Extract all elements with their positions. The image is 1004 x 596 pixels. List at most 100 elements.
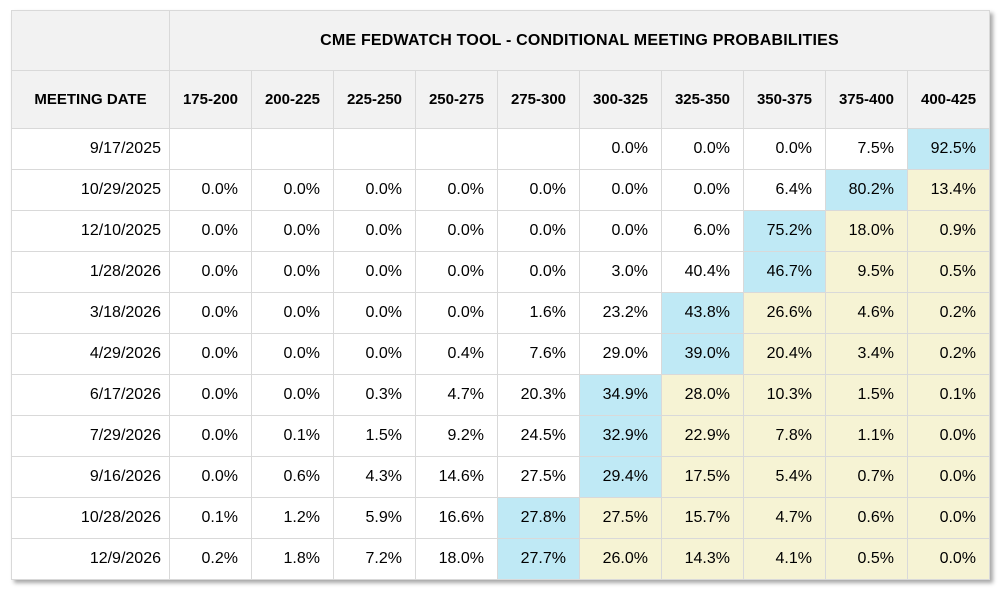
- rate-range-header: 225-250: [333, 70, 416, 129]
- probability-cell: 1.2%: [251, 497, 334, 539]
- probability-cell: 0.0%: [333, 333, 416, 375]
- meeting-date-cell: 7/29/2026: [11, 415, 170, 457]
- meeting-date-cell: 6/17/2026: [11, 374, 170, 416]
- table-row: 10/28/2026 0.1% 1.2% 5.9% 16.6% 27.8% 27.5% 15.…: [11, 497, 991, 539]
- probability-cell: 5.9%: [333, 497, 416, 539]
- table-row: 6/17/2026 0.0% 0.0% 0.3% 4.7% 20.3% 34.9% 28.0%…: [11, 374, 991, 416]
- probability-cell: 7.8%: [743, 415, 826, 457]
- probability-cell: 0.0%: [497, 169, 580, 211]
- probability-cell: 1.5%: [825, 374, 908, 416]
- probability-cell: 18.0%: [415, 538, 498, 580]
- probability-cell: 75.2%: [743, 210, 826, 252]
- rate-range-header: 400-425: [906, 70, 991, 129]
- probability-cell: [497, 128, 580, 170]
- meeting-date-cell: 12/9/2026: [11, 538, 170, 580]
- probability-cell: 0.0%: [333, 292, 416, 334]
- table-row: 1/28/2026 0.0% 0.0% 0.0% 0.0% 0.0% 3.0% 40.4% 46…: [11, 251, 991, 293]
- probability-cell: 39.0%: [661, 333, 744, 375]
- meeting-date-cell: 12/10/2025: [11, 210, 170, 252]
- probability-cell: 0.0%: [906, 497, 991, 539]
- probability-cell: 7.5%: [825, 128, 908, 170]
- probability-cell: 27.5%: [579, 497, 662, 539]
- probability-cell: 0.0%: [251, 333, 334, 375]
- probability-cell: 0.0%: [251, 292, 334, 334]
- probability-cell: 27.8%: [497, 497, 580, 539]
- probability-cell: 17.5%: [661, 456, 744, 498]
- probability-cell: 23.2%: [579, 292, 662, 334]
- probability-cell: [415, 128, 498, 170]
- rate-range-header: 175-200: [169, 70, 252, 129]
- probability-cell: 15.7%: [661, 497, 744, 539]
- probability-cell: 0.3%: [333, 374, 416, 416]
- table-row: 10/29/2025 0.0% 0.0% 0.0% 0.0% 0.0% 0.0% 0.0% 6.…: [11, 169, 991, 211]
- probability-cell: 32.9%: [579, 415, 662, 457]
- probability-cell: 0.1%: [251, 415, 334, 457]
- probability-cell: 26.0%: [579, 538, 662, 580]
- rate-range-header: 250-275: [415, 70, 498, 129]
- meeting-date-cell: 1/28/2026: [11, 251, 170, 293]
- probability-cell: 0.0%: [579, 210, 662, 252]
- probability-cell: 92.5%: [906, 128, 991, 170]
- probability-cell: 0.0%: [661, 169, 744, 211]
- probability-cell: 0.2%: [906, 292, 991, 334]
- probability-cell: 20.3%: [497, 374, 580, 416]
- probability-cell: 4.6%: [825, 292, 908, 334]
- probability-cell: 0.0%: [169, 251, 252, 293]
- probability-cell: 0.0%: [906, 456, 991, 498]
- probability-cell: [333, 128, 416, 170]
- table-title: CME FEDWATCH TOOL - CONDITIONAL MEETING …: [168, 10, 991, 71]
- probability-cell: 0.0%: [169, 374, 252, 416]
- probability-cell: 0.0%: [743, 128, 826, 170]
- probability-cell: 22.9%: [661, 415, 744, 457]
- table-row: 7/29/2026 0.0% 0.1% 1.5% 9.2% 24.5% 32.9% 22.9%…: [11, 415, 991, 457]
- probability-cell: 4.3%: [333, 456, 416, 498]
- probability-cell: 1.8%: [251, 538, 334, 580]
- probability-cell: 28.0%: [661, 374, 744, 416]
- probability-cell: 0.0%: [579, 169, 662, 211]
- rate-range-header: 200-225: [251, 70, 334, 129]
- probability-cell: 0.0%: [497, 210, 580, 252]
- probability-cell: 0.0%: [333, 210, 416, 252]
- meeting-date-cell: 10/29/2025: [11, 169, 170, 211]
- rate-range-header: 325-350: [661, 70, 744, 129]
- probability-cell: 0.1%: [906, 374, 991, 416]
- table-row: 9/17/2025 0.0% 0.0% 0.0% 7.5% 92.5%: [11, 128, 991, 170]
- fedwatch-probability-table: CME FEDWATCH TOOL - CONDITIONAL MEETING …: [11, 10, 991, 580]
- probability-cell: 0.1%: [169, 497, 252, 539]
- probability-cell: 0.0%: [906, 538, 991, 580]
- probability-cell: 0.0%: [169, 210, 252, 252]
- probability-cell: 0.0%: [169, 415, 252, 457]
- probability-cell: 0.6%: [825, 497, 908, 539]
- probability-cell: 29.4%: [579, 456, 662, 498]
- probability-cell: 6.4%: [743, 169, 826, 211]
- probability-cell: 10.3%: [743, 374, 826, 416]
- probability-cell: 6.0%: [661, 210, 744, 252]
- probability-cell: 80.2%: [825, 169, 908, 211]
- probability-cell: 1.6%: [497, 292, 580, 334]
- probability-cell: 9.5%: [825, 251, 908, 293]
- probability-cell: 0.0%: [415, 251, 498, 293]
- meeting-date-header: MEETING DATE: [11, 70, 170, 129]
- probability-cell: 3.4%: [825, 333, 908, 375]
- meeting-date-cell: 9/16/2026: [11, 456, 170, 498]
- probability-cell: [251, 128, 334, 170]
- probability-cell: 0.7%: [825, 456, 908, 498]
- probability-cell: 0.5%: [906, 251, 991, 293]
- probability-cell: 0.0%: [333, 169, 416, 211]
- probability-cell: 0.0%: [251, 169, 334, 211]
- probability-cell: 26.6%: [743, 292, 826, 334]
- probability-cell: 0.0%: [169, 169, 252, 211]
- probability-cell: 0.4%: [415, 333, 498, 375]
- probability-cell: 0.0%: [169, 333, 252, 375]
- probability-cell: 0.0%: [251, 210, 334, 252]
- rate-range-header: 350-375: [743, 70, 826, 129]
- probability-cell: 27.7%: [497, 538, 580, 580]
- rate-range-header: 300-325: [579, 70, 662, 129]
- probability-cell: 0.0%: [333, 251, 416, 293]
- probability-cell: 0.2%: [169, 538, 252, 580]
- probability-cell: 1.1%: [825, 415, 908, 457]
- probability-cell: 5.4%: [743, 456, 826, 498]
- probability-cell: 0.6%: [251, 456, 334, 498]
- probability-cell: 3.0%: [579, 251, 662, 293]
